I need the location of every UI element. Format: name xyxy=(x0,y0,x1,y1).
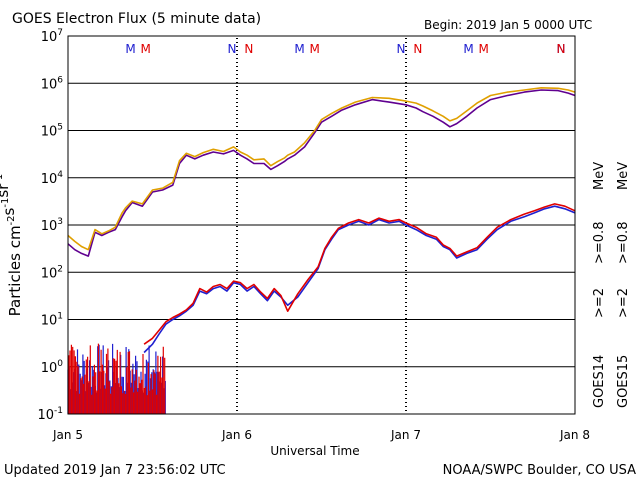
legend-mev-bottom: MeV xyxy=(616,162,631,190)
updated-timestamp: Updated 2019 Jan 7 23:56:02 UTC xyxy=(4,463,226,478)
x-tick-label: Jan 8 xyxy=(559,428,590,442)
legend-goes14-08mev: >=0.8 xyxy=(592,222,607,264)
low-flux-noise xyxy=(67,343,166,414)
credit: NOAA/SWPC Boulder, CO USA xyxy=(443,463,636,478)
mn-markers: M M N N M M N N M M NN xyxy=(125,42,565,56)
plot-frame xyxy=(67,35,576,415)
x-axis-label: Universal Time xyxy=(270,444,359,458)
y-tick-label: 105 xyxy=(41,123,63,140)
day-markers xyxy=(236,38,407,414)
mn-marker: M xyxy=(294,42,304,56)
begin-date: Begin: 2019 Jan 5 0000 UTC xyxy=(424,18,592,32)
y-axis-label: Particles cm-2s-1sr-1 xyxy=(0,174,24,317)
mn-marker: N xyxy=(227,42,236,56)
mn-marker: M xyxy=(310,42,320,56)
goes15_08mev-line xyxy=(67,87,576,251)
goes14_08mev-line xyxy=(67,89,576,257)
chart-title: GOES Electron Flux (5 minute data) xyxy=(12,11,261,27)
legend-goes15-08mev: >=0.8 xyxy=(616,222,631,264)
mn-marker: N xyxy=(557,42,566,56)
y-tick-label: 102 xyxy=(41,264,63,281)
y-tick-label: 103 xyxy=(41,217,63,234)
y-tick-label: 10-1 xyxy=(37,406,63,423)
x-tick-label: Jan 5 xyxy=(52,428,83,442)
mn-marker: N xyxy=(244,42,253,56)
mn-marker: N xyxy=(413,42,422,56)
mn-marker: M xyxy=(463,42,473,56)
x-tick-label: Jan 7 xyxy=(390,428,421,442)
legend-mev-top: MeV xyxy=(592,162,607,190)
mn-marker: M xyxy=(479,42,489,56)
goes14_2mev-line xyxy=(143,205,576,354)
mn-marker: N xyxy=(396,42,405,56)
x-tick-labels: Jan 5 Jan 6 Jan 7 Jan 8 xyxy=(52,428,590,442)
legend: GOES14 GOES15 >=2 >=2 >=0.8 >=0.8 MeV Me… xyxy=(592,162,631,408)
y-tick-label: 106 xyxy=(41,75,64,92)
legend-goes15: GOES15 xyxy=(616,355,631,408)
x-tick-label: Jan 6 xyxy=(221,428,252,442)
goes15_2mev-noise xyxy=(68,343,166,414)
legend-goes14-2mev: >=2 xyxy=(592,288,607,318)
data-series xyxy=(67,87,576,354)
goes15_2mev-line xyxy=(143,203,576,345)
y-axis-label-text: Particles cm-2s-1sr-1 xyxy=(0,174,24,317)
y-tick-label: 101 xyxy=(41,312,63,329)
y-tick-label: 107 xyxy=(41,28,63,45)
y-tick-label: 104 xyxy=(41,170,64,187)
mn-marker: N xyxy=(557,42,566,56)
y-tick-labels: 10-1 100 101 102 103 104 105 106 107 xyxy=(37,28,63,423)
mn-marker: M xyxy=(125,42,135,56)
y-tick-label: 100 xyxy=(41,359,64,376)
legend-goes15-2mev: >=2 xyxy=(616,288,631,318)
legend-goes14: GOES14 xyxy=(592,355,607,408)
mn-marker: M xyxy=(141,42,151,56)
